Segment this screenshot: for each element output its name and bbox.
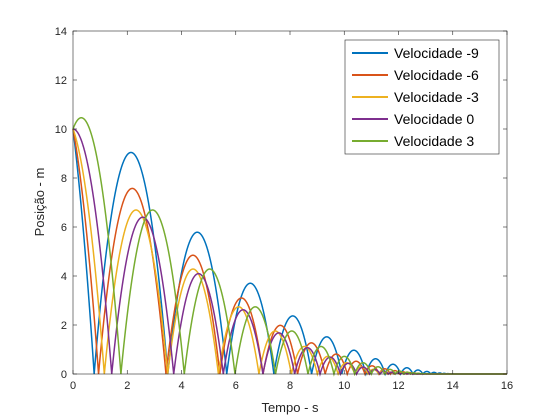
legend-label-4: Velocidade 3	[394, 133, 474, 149]
series-line-1	[72, 128, 507, 377]
x-tick-label: 4	[178, 380, 184, 392]
series-line-0	[72, 128, 507, 377]
x-tick-label: 16	[501, 380, 513, 392]
x-tick-label: 12	[392, 380, 404, 392]
x-axis-label: Tempo - s	[261, 400, 319, 415]
series-line-3	[73, 128, 507, 377]
ticks-layer: 0 2 4 6 8 10 12 14 16 0 2 4 6 8 10 12 14	[55, 26, 513, 392]
y-tick-label: 0	[61, 369, 67, 381]
y-axis-label: Posição - m	[32, 168, 47, 237]
legend-label-1: Velocidade -6	[394, 67, 479, 83]
y-tick-label: 12	[55, 75, 67, 87]
y-tick-label: 2	[61, 320, 67, 332]
series-layer	[72, 117, 507, 377]
x-tick-label: 2	[124, 380, 130, 392]
legend-label-3: Velocidade 0	[394, 111, 474, 127]
x-tick-label: 10	[338, 380, 350, 392]
y-tick-label: 10	[55, 124, 67, 136]
series-line-4	[72, 117, 507, 377]
x-tick-label: 6	[233, 380, 239, 392]
series-line-2	[72, 128, 507, 377]
legend: Velocidade -9 Velocidade -6 Velocidade -3 V…	[344, 39, 500, 155]
x-tick-label: 0	[70, 380, 76, 392]
y-tick-label: 14	[55, 26, 67, 38]
y-tick-label: 8	[61, 173, 67, 185]
x-tick-label: 14	[447, 380, 459, 392]
y-tick-label: 6	[61, 222, 67, 234]
y-tick-label: 4	[61, 271, 67, 283]
x-tick-label: 8	[287, 380, 293, 392]
legend-label-2: Velocidade -3	[394, 89, 479, 105]
legend-label-0: Velocidade -9	[394, 45, 479, 61]
